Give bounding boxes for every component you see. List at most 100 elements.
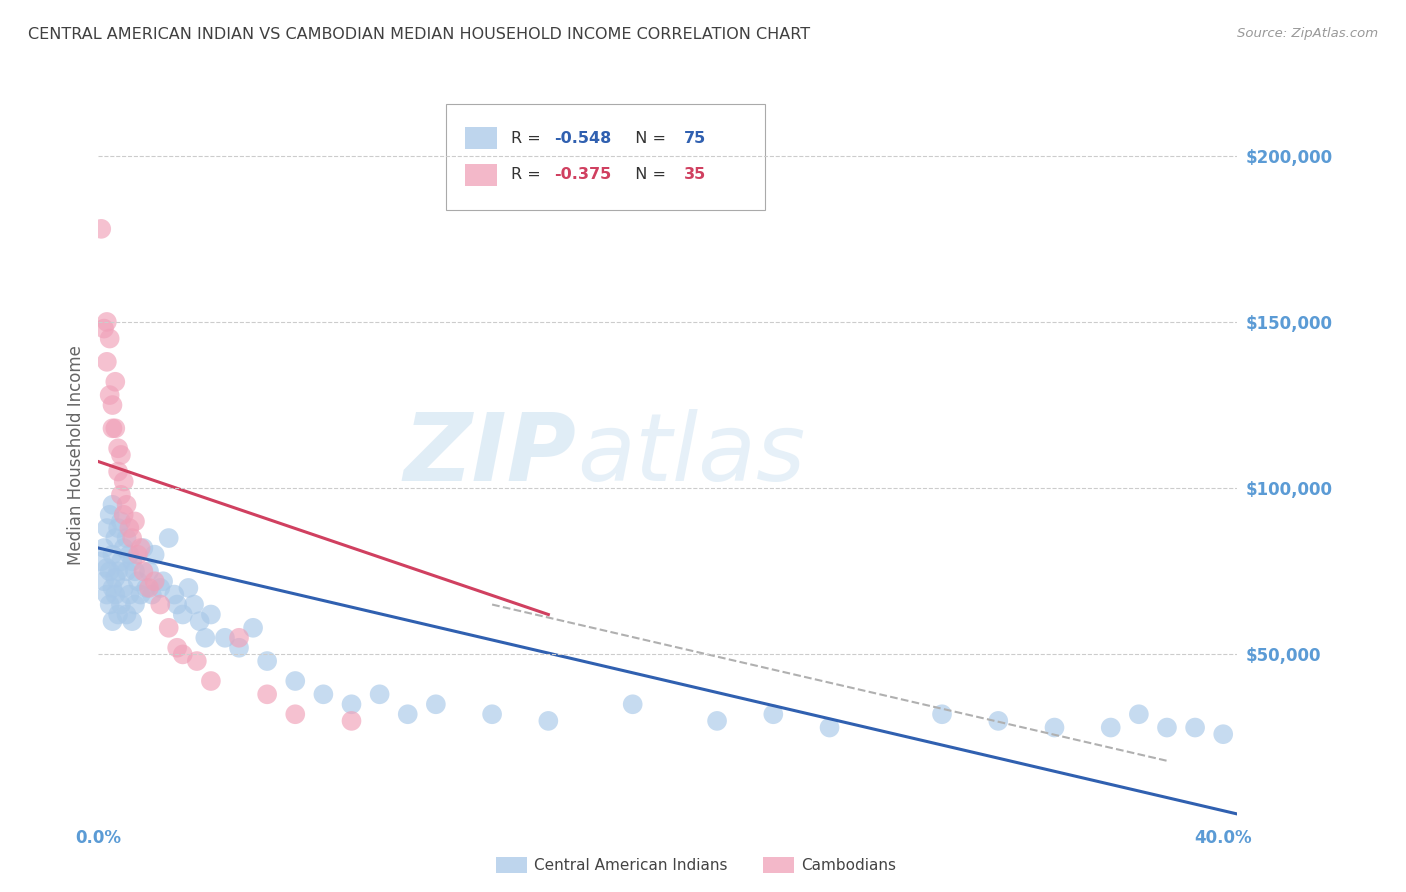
Point bbox=[987, 714, 1010, 728]
Text: R =: R = bbox=[510, 131, 546, 145]
Point bbox=[110, 598, 132, 612]
Point bbox=[163, 588, 186, 602]
Point bbox=[138, 564, 160, 578]
Point bbox=[135, 581, 157, 595]
Point bbox=[141, 588, 163, 602]
Point bbox=[132, 541, 155, 555]
FancyBboxPatch shape bbox=[446, 103, 765, 210]
Point bbox=[90, 222, 112, 236]
Point bbox=[115, 531, 138, 545]
Point bbox=[96, 521, 118, 535]
Text: Central American Indians: Central American Indians bbox=[534, 858, 728, 872]
Point bbox=[96, 355, 118, 369]
Point bbox=[124, 564, 146, 578]
Point bbox=[143, 548, 166, 562]
Point bbox=[110, 448, 132, 462]
Point bbox=[107, 442, 129, 456]
Point bbox=[129, 541, 152, 555]
Point bbox=[110, 554, 132, 568]
Point bbox=[112, 541, 135, 555]
Text: R =: R = bbox=[510, 168, 546, 182]
Point bbox=[101, 614, 124, 628]
Point bbox=[818, 721, 841, 735]
Point bbox=[132, 564, 155, 578]
Point bbox=[256, 687, 278, 701]
Text: N =: N = bbox=[624, 131, 671, 145]
Point bbox=[118, 521, 141, 535]
Point bbox=[104, 531, 127, 545]
Point bbox=[96, 561, 118, 575]
Point bbox=[115, 498, 138, 512]
Point bbox=[172, 607, 194, 622]
Point bbox=[340, 714, 363, 728]
Point bbox=[177, 581, 200, 595]
Point bbox=[138, 581, 160, 595]
Text: ZIP: ZIP bbox=[404, 409, 576, 501]
Point bbox=[96, 315, 118, 329]
Point bbox=[706, 714, 728, 728]
Point bbox=[129, 588, 152, 602]
Point bbox=[621, 698, 644, 712]
Point bbox=[396, 707, 419, 722]
Point bbox=[762, 707, 785, 722]
Point bbox=[127, 574, 149, 589]
Text: atlas: atlas bbox=[576, 409, 806, 500]
Point bbox=[101, 498, 124, 512]
Text: -0.548: -0.548 bbox=[554, 131, 612, 145]
Point bbox=[228, 640, 250, 655]
Point bbox=[98, 332, 121, 346]
Text: -0.375: -0.375 bbox=[554, 168, 612, 182]
Point bbox=[425, 698, 447, 712]
Point bbox=[188, 614, 211, 628]
Point bbox=[214, 631, 236, 645]
Point bbox=[537, 714, 560, 728]
Point bbox=[256, 654, 278, 668]
Point bbox=[1043, 721, 1066, 735]
Point bbox=[107, 521, 129, 535]
Point bbox=[312, 687, 335, 701]
Text: Cambodians: Cambodians bbox=[801, 858, 897, 872]
Point bbox=[152, 574, 174, 589]
Point bbox=[112, 581, 135, 595]
Point bbox=[115, 607, 138, 622]
Point bbox=[107, 607, 129, 622]
Point bbox=[121, 554, 143, 568]
Point bbox=[166, 640, 188, 655]
Point bbox=[101, 421, 124, 435]
Point bbox=[157, 621, 180, 635]
Point bbox=[1184, 721, 1206, 735]
Point bbox=[186, 654, 208, 668]
Point bbox=[93, 321, 115, 335]
Point bbox=[149, 598, 172, 612]
Point bbox=[157, 531, 180, 545]
Point bbox=[931, 707, 953, 722]
Point bbox=[127, 548, 149, 562]
Point bbox=[149, 581, 172, 595]
Y-axis label: Median Household Income: Median Household Income bbox=[66, 345, 84, 565]
Point bbox=[115, 564, 138, 578]
Point bbox=[90, 554, 112, 568]
Point bbox=[200, 607, 222, 622]
Point bbox=[1212, 727, 1234, 741]
Point bbox=[121, 614, 143, 628]
Point bbox=[93, 574, 115, 589]
Point bbox=[124, 515, 146, 529]
Point bbox=[101, 398, 124, 412]
Point bbox=[110, 488, 132, 502]
FancyBboxPatch shape bbox=[465, 128, 498, 149]
Point bbox=[481, 707, 503, 722]
Point bbox=[98, 508, 121, 522]
FancyBboxPatch shape bbox=[465, 164, 498, 186]
Point bbox=[1128, 707, 1150, 722]
Point bbox=[166, 598, 188, 612]
Point bbox=[284, 707, 307, 722]
Point bbox=[98, 598, 121, 612]
Point bbox=[183, 598, 205, 612]
Point bbox=[104, 571, 127, 585]
Point bbox=[242, 621, 264, 635]
Point bbox=[368, 687, 391, 701]
Text: CENTRAL AMERICAN INDIAN VS CAMBODIAN MEDIAN HOUSEHOLD INCOME CORRELATION CHART: CENTRAL AMERICAN INDIAN VS CAMBODIAN MED… bbox=[28, 27, 810, 42]
Point bbox=[112, 475, 135, 489]
Point bbox=[124, 598, 146, 612]
Point bbox=[194, 631, 217, 645]
